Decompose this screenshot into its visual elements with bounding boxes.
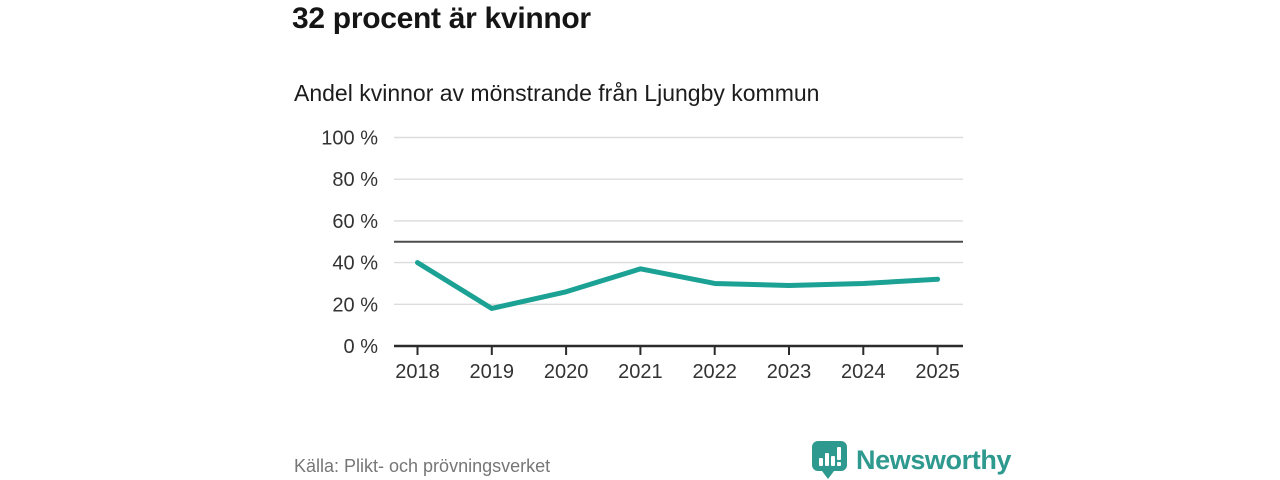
data-line-series — [415, 260, 941, 311]
y-tick-label: 80 % — [332, 169, 378, 191]
y-tick-label: 60 % — [332, 211, 378, 233]
brand-name: Newsworthy — [856, 444, 1012, 475]
source-text: Källa: Plikt- och prövningsverket — [294, 456, 551, 476]
x-tick-label: 2025 — [915, 361, 960, 383]
page-title: 32 procent är kvinnor — [292, 2, 591, 35]
bar-chart-glyph — [819, 447, 841, 466]
y-tick-label: 40 % — [332, 253, 378, 275]
x-tick-label: 2020 — [544, 361, 589, 383]
y-tick-label: 20 % — [332, 294, 378, 316]
speech-bubble-shape — [812, 441, 847, 479]
x-tick-label: 2021 — [618, 361, 663, 383]
y-tick-label: 100 % — [321, 128, 378, 150]
chart-subtitle: Andel kvinnor av mönstrande från Ljungby… — [294, 80, 820, 106]
x-tick-label: 2023 — [767, 361, 812, 383]
y-tick-label: 0 % — [344, 336, 379, 358]
x-tick-label: 2024 — [841, 361, 886, 383]
x-tick-label: 2018 — [395, 361, 440, 383]
x-tick-label: 2022 — [692, 361, 737, 383]
newsworthy-logo: Newsworthy — [811, 440, 1011, 480]
x-tick-label: 2019 — [470, 361, 515, 383]
newsworthy-chart-bubble-icon — [812, 441, 847, 479]
